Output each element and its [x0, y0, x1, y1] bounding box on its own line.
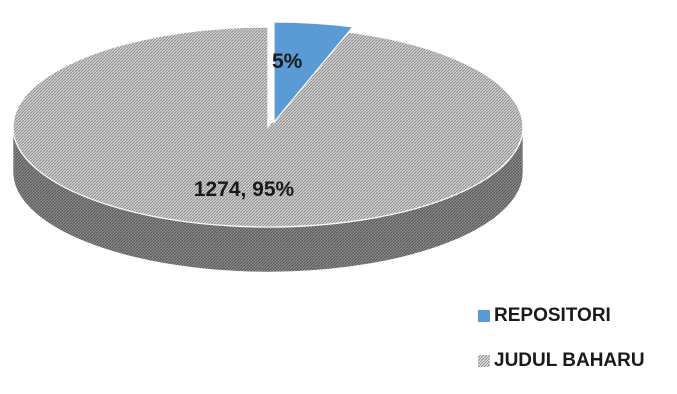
chart-root: 5% 1274, 95% REPOSITORI JUDUL BAHARU	[12, 21, 645, 371]
pie-chart: 5% 1274, 95%	[12, 21, 524, 273]
pie-slice-judul-baharu	[12, 26, 524, 228]
legend-swatch-judul-baharu	[478, 355, 490, 367]
legend-item-repositori: REPOSITORI	[478, 304, 645, 328]
legend-label-repositori: REPOSITORI	[494, 305, 611, 326]
legend-swatch-repositori	[478, 310, 490, 322]
data-label-judul-baharu: 1274, 95%	[194, 178, 295, 201]
legend: REPOSITORI JUDUL BAHARU	[478, 304, 645, 394]
legend-label-judul-baharu: JUDUL BAHARU	[494, 350, 645, 371]
pie-slice-repositori	[273, 21, 354, 124]
legend-item-judul-baharu: JUDUL BAHARU	[478, 349, 645, 373]
data-label-repositori: 5%	[272, 50, 303, 73]
